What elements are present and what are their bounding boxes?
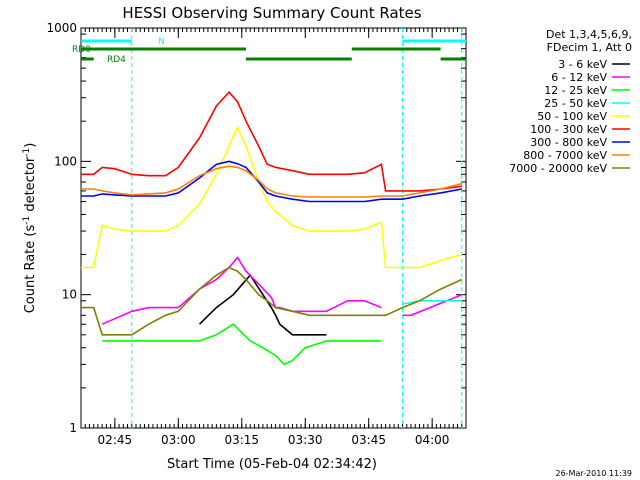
x-tick-label: 03:15 xyxy=(224,433,259,447)
series-line-800-7000-kev xyxy=(81,165,462,198)
x-tick-label: 04:00 xyxy=(415,433,450,447)
legend: Det 1,3,4,5,6,9, FDecim 1, Att 0 3 - 6 k… xyxy=(509,28,632,175)
series-line-25-50-kev xyxy=(402,300,462,305)
legend-label-800-7000-kev: 800 - 7000 keV xyxy=(523,149,607,162)
legend-label-7000-20000-kev: 7000 - 20000 keV xyxy=(509,162,607,175)
y-tick-label: 100 xyxy=(54,154,77,168)
x-tick-label: 03:30 xyxy=(288,433,323,447)
series-line-50-100-kev xyxy=(81,125,463,269)
chart-title: HESSI Observing Summary Count Rates xyxy=(122,4,421,22)
legend-label-6-12-kev: 6 - 12 keV xyxy=(551,71,607,84)
legend-label-3-6-kev: 3 - 6 keV xyxy=(558,58,607,71)
x-tick-label: 03:45 xyxy=(351,433,386,447)
series-line-3-6-kev xyxy=(200,275,403,404)
y-tick-label: 1000 xyxy=(46,21,77,35)
y-axis-label-sup1: -1 xyxy=(22,216,32,225)
x-tick-label: 03:00 xyxy=(161,433,196,447)
legend-label-12-25-kev: 12 - 25 keV xyxy=(544,84,607,97)
y-axis-label-prefix: Count Rate (s xyxy=(23,225,38,314)
x-tick-label: 02:45 xyxy=(98,433,133,447)
y-axis-label: Count Rate (s-1 detector-1) xyxy=(22,143,38,314)
legend-header-detectors: Det 1,3,4,5,6,9, xyxy=(546,28,632,41)
legend-header-decimation: FDecim 1, Att 0 xyxy=(547,41,632,54)
y-tick-label: 10 xyxy=(62,288,77,302)
flag-label-rd0: RD0 xyxy=(72,45,91,55)
legend-label-25-50-kev: 25 - 50 keV xyxy=(544,97,607,110)
y-tick-label: 1 xyxy=(69,421,77,435)
series-line-7000-20000-kev xyxy=(81,266,463,336)
flag-label-n: N xyxy=(158,37,165,47)
y-axis-label-mid: detector xyxy=(23,156,38,216)
y-axis-label-suffix: ) xyxy=(23,143,38,148)
x-axis-label: Start Time (05-Feb-04 02:34:42) xyxy=(167,457,377,472)
series-line-300-800-kev xyxy=(81,160,462,203)
legend-label-300-800-kev: 300 - 800 keV xyxy=(530,136,607,149)
legend-label-50-100-kev: 50 - 100 keV xyxy=(537,110,607,123)
legend-label-100-300-kev: 100 - 300 keV xyxy=(530,123,607,136)
plot-layer: 1 10 100 1000 02:45 03:00 03:15 03:30 03:45 04:00… xyxy=(46,21,467,447)
series-line-100-300-kev xyxy=(81,91,462,192)
plot-frame xyxy=(80,27,467,429)
y-axis-label-sup2: -1 xyxy=(22,148,32,157)
generated-timestamp: 26-Mar-2010 11:39 xyxy=(556,469,633,478)
series-line-12-25-kev xyxy=(102,324,402,364)
flag-label-rd4: RD4 xyxy=(107,55,126,65)
